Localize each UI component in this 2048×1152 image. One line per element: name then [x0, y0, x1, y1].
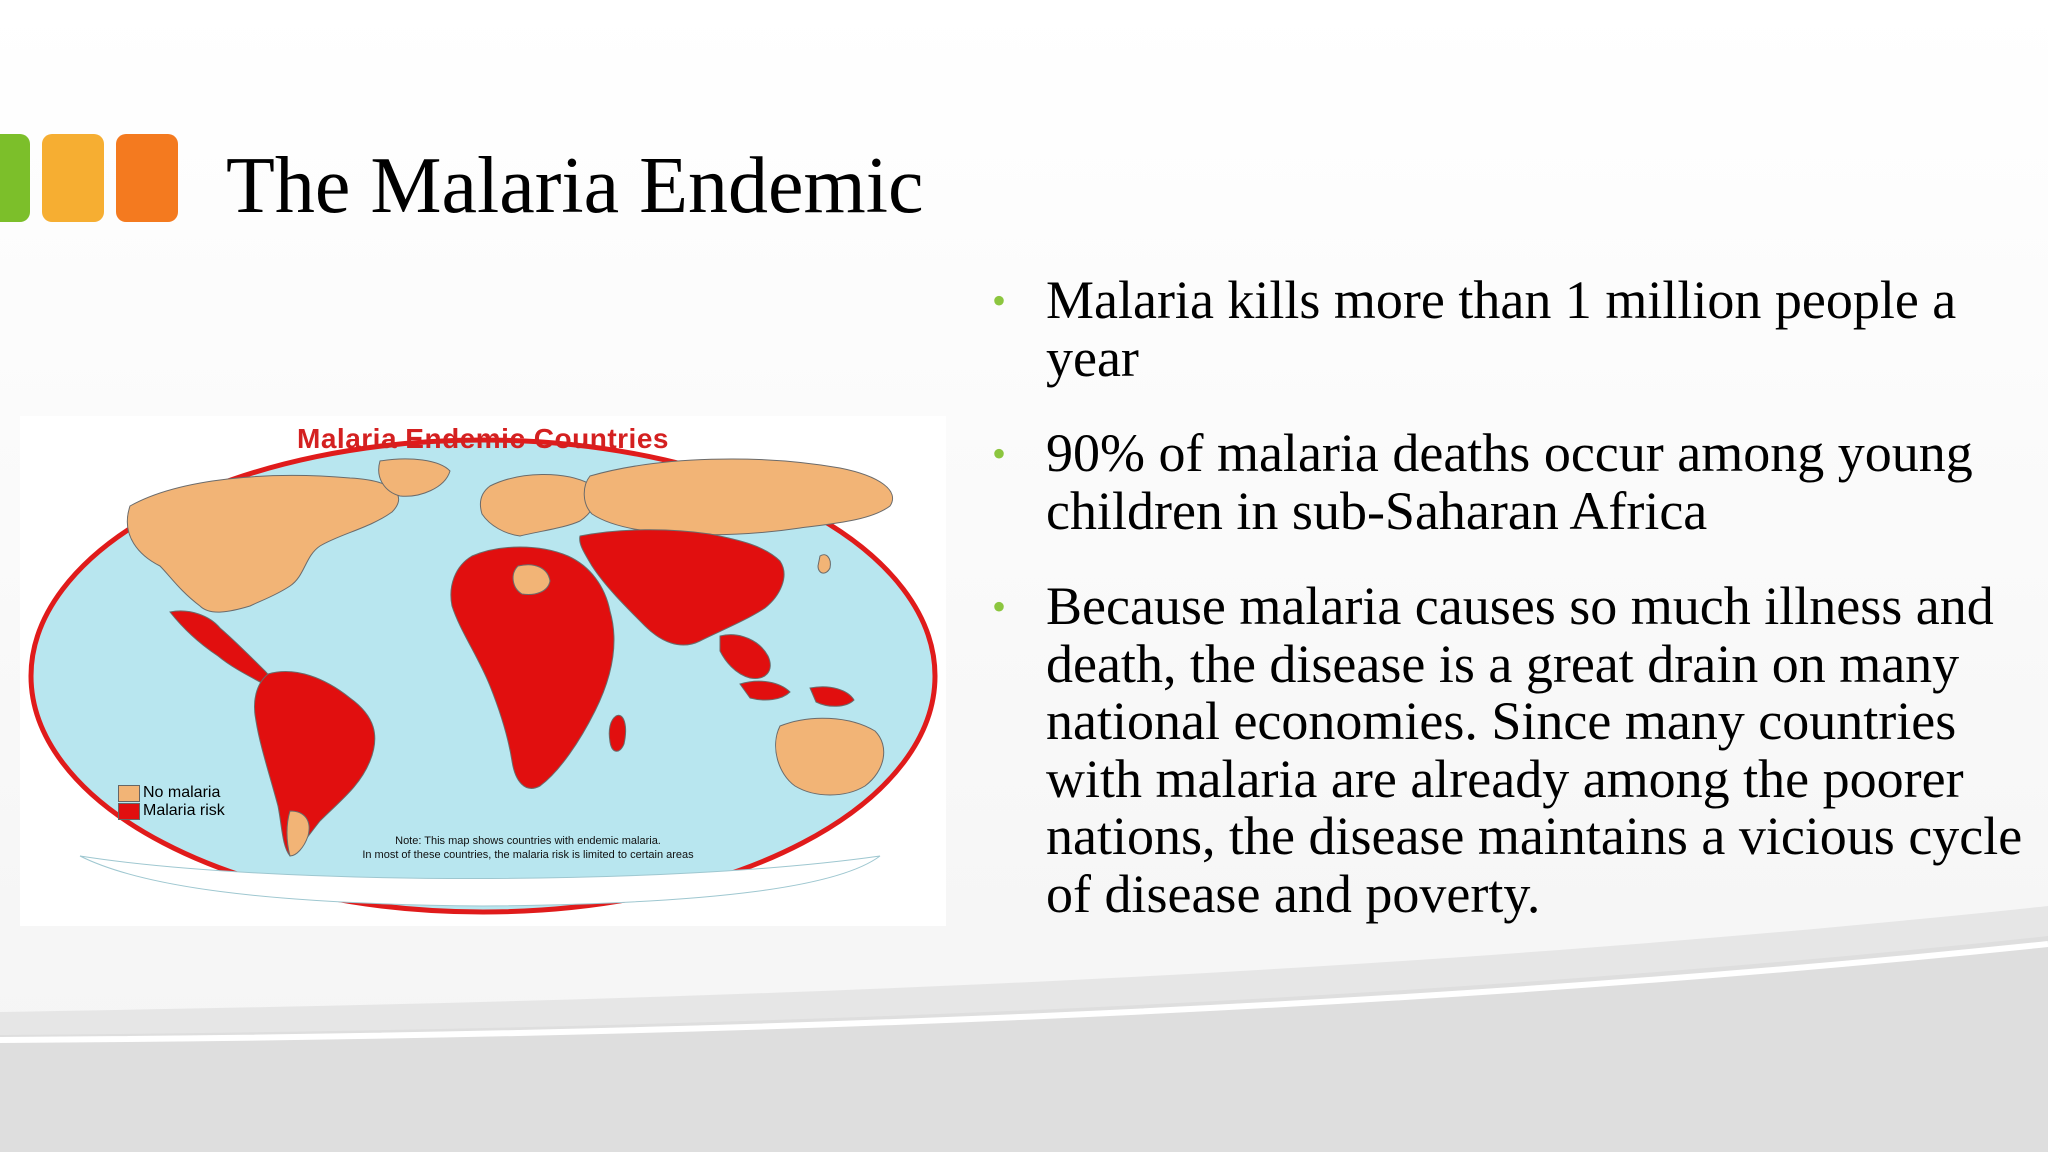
malaria-map: Malaria Endemic Countries No malaria Mal… [20, 416, 946, 926]
accent-square-yellow [42, 134, 104, 222]
legend-item-malaria-risk: Malaria risk [118, 802, 225, 820]
greenland-shape [378, 458, 451, 497]
africa-shape [450, 546, 615, 789]
map-note: Note: This map shows countries with ende… [20, 834, 946, 862]
legend-swatch-malaria-risk [118, 802, 140, 820]
north-america-shape [126, 474, 399, 613]
bullet-text: 90% of malaria deaths occur among young … [1046, 423, 1973, 541]
north-africa-no-risk-shape [512, 564, 551, 595]
accent-square-orange [116, 134, 178, 222]
map-note-line: In most of these countries, the malaria … [362, 849, 694, 861]
japan-shape [817, 554, 831, 574]
europe-shape [479, 474, 596, 537]
world-map-graphic [28, 437, 938, 915]
legend-label: Malaria risk [143, 802, 225, 819]
accent-square-green [0, 134, 30, 222]
south-asia-shape [579, 529, 785, 646]
madagascar-shape [608, 714, 627, 752]
bullet-marker: • [992, 431, 1007, 476]
bullet-item: • 90% of malaria deaths occur among youn… [990, 423, 2030, 541]
map-title: Malaria Endemic Countries [297, 423, 669, 454]
bullet-item: • Malaria kills more than 1 million peop… [990, 270, 2030, 388]
bullet-list: • Malaria kills more than 1 million peop… [990, 270, 2030, 961]
indonesia-shape [739, 680, 791, 701]
bullet-marker: • [992, 584, 1007, 629]
map-note-line: Note: This map shows countries with ende… [395, 835, 661, 847]
bullet-text: Malaria kills more than 1 million people… [1046, 270, 1957, 388]
papua-shape [809, 686, 855, 707]
antarctica-shape [79, 855, 881, 907]
north-asia-shape [583, 458, 893, 536]
bullet-item: • Because malaria causes so much illness… [990, 576, 2030, 924]
southern-cone-shape [286, 810, 310, 857]
slide-title: The Malaria Endemic [226, 142, 924, 230]
legend-swatch-no-malaria [118, 784, 140, 802]
australia-shape [775, 717, 885, 796]
legend-label: No malaria [143, 784, 221, 801]
bullet-text: Because malaria causes so much illness a… [1046, 576, 2023, 924]
southeast-asia-shape [719, 634, 771, 680]
bullet-marker: • [992, 278, 1007, 323]
legend-item-no-malaria: No malaria [118, 784, 220, 802]
